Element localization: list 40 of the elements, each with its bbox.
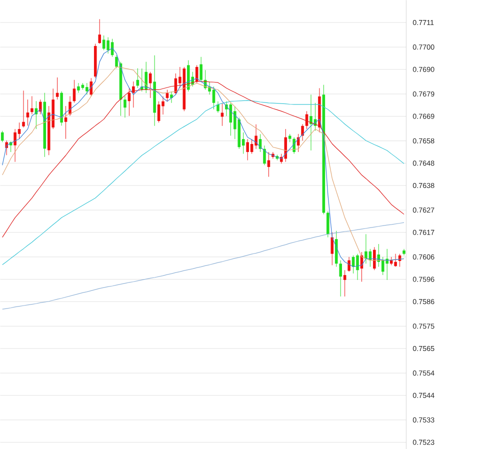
candlestick <box>394 254 397 267</box>
candlestick <box>68 96 72 116</box>
candlestick <box>348 256 350 272</box>
candlestick <box>124 96 126 118</box>
candlestick <box>144 61 148 94</box>
candlestick <box>30 96 34 114</box>
candlestick <box>212 86 216 110</box>
candlestick <box>330 232 334 266</box>
candlestick <box>254 124 258 150</box>
candlestick <box>98 18 101 44</box>
candlestick <box>14 128 16 162</box>
candlestick <box>157 101 160 123</box>
candlestick <box>26 99 30 126</box>
candlestick <box>22 90 25 128</box>
candlestick <box>381 256 384 276</box>
candlestick <box>86 82 88 95</box>
candlestick <box>339 260 342 297</box>
candlestick <box>364 234 368 264</box>
candlestick <box>64 106 68 140</box>
candlestick <box>402 248 406 256</box>
candlestick <box>166 89 169 102</box>
candlestick <box>77 82 80 94</box>
candlestick <box>39 99 42 114</box>
candlestick <box>356 254 359 280</box>
candlestick <box>301 124 304 141</box>
candlestick <box>284 128 288 162</box>
candlestick <box>373 246 376 270</box>
candlestick <box>343 270 346 297</box>
candlestick <box>132 81 135 108</box>
candlestick <box>326 210 330 238</box>
candlestick <box>216 101 220 113</box>
candlestick <box>72 80 76 103</box>
candlestick <box>263 145 266 166</box>
candlestick <box>310 94 312 151</box>
candlestick <box>148 72 152 98</box>
candlestick <box>200 56 202 82</box>
candlestick <box>386 248 388 280</box>
candlestick <box>102 35 106 50</box>
candlestick <box>106 36 110 54</box>
candlestick <box>246 138 249 160</box>
